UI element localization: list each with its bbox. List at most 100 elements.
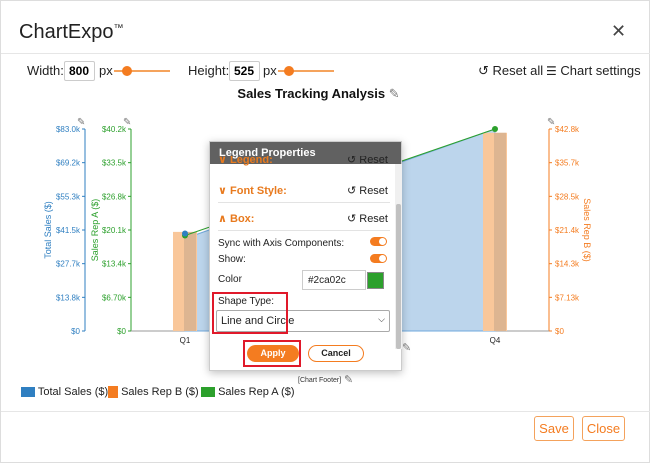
sales-rep-a-point xyxy=(492,126,498,132)
sales_rep_a-tick-label: $6.70k xyxy=(102,293,127,302)
legend-item-total-sales[interactable]: Total Sales ($) xyxy=(21,386,108,398)
color-hex-input[interactable]: #2ca02c xyxy=(302,270,366,290)
legend-swatch-blue-icon xyxy=(21,387,35,398)
chart-settings-label: Chart settings xyxy=(560,63,641,78)
save-button[interactable]: Save xyxy=(534,416,574,441)
color-row: Color xyxy=(218,274,390,285)
total_sales-tick-label: $69.2k xyxy=(56,159,81,168)
sales_rep_b-tick-label: $35.7k xyxy=(555,159,580,168)
show-label: Show: xyxy=(218,254,246,265)
close-button[interactable]: Close xyxy=(582,416,625,441)
width-label: Width: xyxy=(27,63,64,78)
height-slider-knob[interactable] xyxy=(284,66,294,76)
legend-section-row[interactable]: ∨ Legend: ↺ Reset xyxy=(218,156,390,166)
legend-item-sales-rep-b[interactable]: Sales Rep B ($) xyxy=(108,386,199,399)
legend-section-label: Legend: xyxy=(230,156,273,166)
reset-font-style-button[interactable]: ↺ Reset xyxy=(346,185,388,197)
sales_rep_b-tick-label: $0 xyxy=(555,327,564,336)
sales_rep_a-tick-label: $13.4k xyxy=(102,260,127,269)
legend-label: Sales Rep B ($) xyxy=(121,386,199,398)
sales_rep_a-tick-label: $33.5k xyxy=(102,159,127,168)
width-unit: px xyxy=(99,63,113,78)
sales-rep-b-bar-shade xyxy=(494,132,506,331)
sales_rep_a-tick-label: $0 xyxy=(117,327,126,336)
divider xyxy=(1,411,650,412)
width-input[interactable] xyxy=(64,61,95,81)
sales_rep_b-tick-label: $7.13k xyxy=(555,293,580,302)
edit-axis-icon: ✎ xyxy=(123,117,131,128)
reset-box-button[interactable]: ↺ Reset xyxy=(346,213,388,225)
total_sales-axis-title: Total Sales ($) xyxy=(43,201,53,259)
legend-swatch-orange-icon xyxy=(108,386,118,399)
divider xyxy=(1,53,650,54)
sales_rep_a-tick-label: $26.8k xyxy=(102,192,127,201)
chart-footer[interactable]: [Chart Footer] xyxy=(298,377,342,384)
legend-label: Sales Rep A ($) xyxy=(218,386,295,398)
divider xyxy=(218,202,390,203)
x-tick-label: Q4 xyxy=(490,336,501,345)
sliders-icon: ☰ xyxy=(546,64,557,78)
sales_rep_b-tick-label: $21.4k xyxy=(555,226,580,235)
legend-properties-popup: Legend Properties ∨ Legend: ↺ Reset ∨ Fo… xyxy=(209,141,402,371)
chevron-down-icon: ⌵ xyxy=(378,314,385,324)
box-row[interactable]: ∧ Box: ↺ Reset xyxy=(218,213,388,225)
legend-label: Total Sales ($) xyxy=(37,386,109,398)
x-tick-label: Q1 xyxy=(180,336,191,345)
total_sales-tick-label: $55.3k xyxy=(56,192,81,201)
popup-title: Legend Properties xyxy=(210,142,401,164)
show-toggle[interactable] xyxy=(370,254,387,263)
divider xyxy=(218,230,390,231)
edit-title-icon[interactable]: ✎ xyxy=(388,86,400,101)
total_sales-tick-label: $83.0k xyxy=(56,125,81,134)
total-sales-point xyxy=(182,230,188,237)
sales_rep_b-tick-label: $42.8k xyxy=(555,125,580,134)
sales_rep_a-tick-label: $20.1k xyxy=(102,226,127,235)
shape-type-value: Line and Circle xyxy=(221,315,295,327)
sync-axis-row: Sync with Axis Components: xyxy=(218,238,390,249)
width-slider[interactable] xyxy=(114,66,170,76)
legend-item-sales-rep-a[interactable]: Sales Rep A ($) xyxy=(201,386,295,398)
color-swatch[interactable] xyxy=(367,272,384,289)
total_sales-tick-label: $13.8k xyxy=(56,293,81,302)
font-style-row[interactable]: ∨ Font Style: ↺ Reset xyxy=(218,185,388,197)
popup-scrollbar-thumb[interactable] xyxy=(396,204,401,349)
total_sales-tick-label: $41.5k xyxy=(56,226,81,235)
edit-xaxis-icon[interactable]: ✎ xyxy=(402,342,412,354)
legend-swatch-green-icon xyxy=(201,387,215,398)
sales_rep_b-tick-label: $14.3k xyxy=(555,260,580,269)
shape-type-row: Shape Type: xyxy=(218,296,390,307)
total_sales-tick-label: $27.7k xyxy=(56,260,81,269)
shape-type-select[interactable]: Line and Circle ⌵ xyxy=(216,310,390,332)
height-unit: px xyxy=(263,63,277,78)
color-label: Color xyxy=(218,274,242,285)
cancel-button[interactable]: Cancel xyxy=(308,345,364,362)
app-brand: ChartExpo™ xyxy=(19,21,124,43)
reset-legend-button[interactable]: ↺ Reset xyxy=(346,156,388,166)
sales_rep_a-axis-title: Sales Rep A ($) xyxy=(90,199,100,262)
box-label: Box: xyxy=(230,213,255,225)
sales-rep-b-bar-shade xyxy=(184,231,196,331)
reset-all-button[interactable]: ↺ Reset all xyxy=(478,63,543,79)
total_sales-tick-label: $0 xyxy=(71,327,80,336)
edit-axis-icon: ✎ xyxy=(547,117,555,128)
popup-scrollbar[interactable] xyxy=(395,164,402,349)
show-row: Show: xyxy=(218,254,390,265)
height-input[interactable] xyxy=(229,61,260,81)
sales_rep_b-axis-title: Sales Rep B ($) xyxy=(582,198,592,262)
height-slider[interactable] xyxy=(278,66,334,76)
sales_rep_a-tick-label: $40.2k xyxy=(102,125,127,134)
chart-settings-button[interactable]: ☰ Chart settings xyxy=(546,63,641,78)
width-slider-knob[interactable] xyxy=(122,66,132,76)
reset-all-label: Reset all xyxy=(492,63,544,78)
chart-title[interactable]: Sales Tracking Analysis ✎ xyxy=(237,86,400,101)
height-label: Height: xyxy=(188,63,230,78)
edit-axis-icon: ✎ xyxy=(77,117,85,128)
sales_rep_b-tick-label: $28.5k xyxy=(555,192,580,201)
close-icon[interactable]: ✕ xyxy=(611,21,627,41)
apply-button[interactable]: Apply xyxy=(247,345,299,362)
shape-type-label: Shape Type: xyxy=(218,296,274,307)
edit-footer-icon[interactable]: ✎ xyxy=(344,374,354,386)
sync-axis-toggle[interactable] xyxy=(370,237,387,246)
reset-icon: ↺ xyxy=(478,63,489,78)
